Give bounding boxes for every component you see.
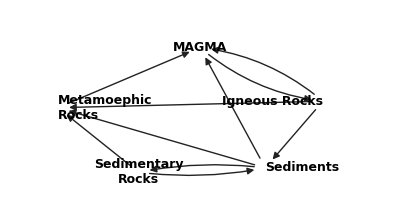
Text: Metamoephic
Rocks: Metamoephic Rocks <box>58 94 152 122</box>
Text: MAGMA: MAGMA <box>173 41 227 54</box>
Text: Sediments: Sediments <box>265 162 340 174</box>
Text: Sedimentary
Rocks: Sedimentary Rocks <box>94 158 183 186</box>
Text: Igneous Rocks: Igneous Rocks <box>222 95 323 108</box>
